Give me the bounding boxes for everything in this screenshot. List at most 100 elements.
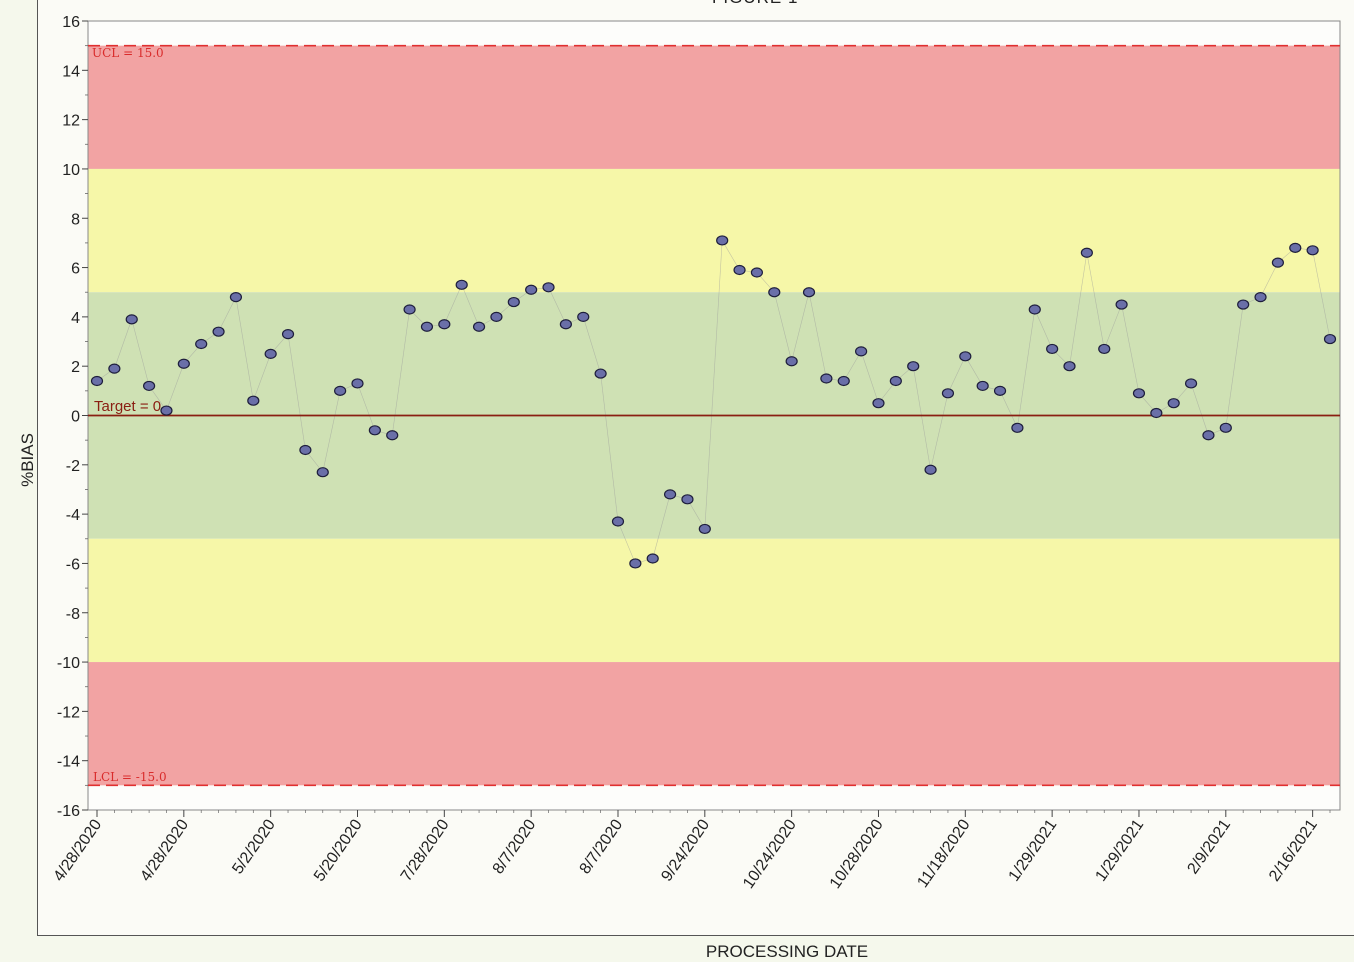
connector-segment: [773, 292, 792, 362]
data-point: [125, 314, 138, 325]
connector-segment: [617, 521, 636, 564]
data-point: [1237, 299, 1250, 310]
connector-segment: [218, 297, 237, 332]
data-point: [472, 321, 486, 332]
limit-lines: [88, 44, 1340, 787]
lcl-label: LCL = -15.0: [93, 770, 167, 784]
connector-segment: [791, 292, 810, 362]
data-point: [1011, 422, 1024, 433]
data-point: [802, 287, 816, 298]
connector-segment: [965, 356, 983, 387]
data-point: [160, 405, 173, 416]
connector-segment: [704, 240, 723, 529]
x-tick-label: 11/18/2020: [914, 816, 973, 890]
data-point: [368, 425, 381, 436]
connector-segment: [253, 353, 271, 401]
data-point: [907, 361, 920, 372]
data-point: [837, 375, 850, 387]
y-axis: 16 14 12 10 8 6 4 2 0 -2 -4 -6 -8 -10 -12 -14 -16: [57, 14, 88, 820]
x-axis: 4/28/2020 4/28/2020 5/2/2020 5/20/2020 7/28/…: [51, 810, 1331, 892]
data-point: [872, 398, 885, 409]
connector-segment: [1260, 262, 1279, 298]
connector-segment: [808, 292, 827, 379]
connector-segment: [166, 363, 185, 411]
connector-segment: [357, 383, 376, 431]
data-point: [455, 279, 468, 290]
data-point: [1098, 343, 1111, 355]
x-tick-label: 8/7/2020: [577, 816, 627, 877]
data-point: [663, 489, 677, 500]
connector-segment: [600, 373, 619, 522]
data-point: [768, 287, 781, 298]
connector-segment: [114, 319, 133, 369]
connector-segment: [1069, 252, 1088, 367]
data-point: [403, 304, 416, 315]
data-point: [750, 267, 764, 278]
target-label: Target = 0: [94, 398, 161, 415]
data-point: [1028, 304, 1041, 315]
data-point: [629, 558, 642, 569]
data-point: [1167, 398, 1180, 409]
connector-segment: [1312, 250, 1331, 340]
zone-band-1: [88, 168, 1340, 293]
y-tick-label: -12: [57, 704, 80, 721]
x-tick-label: 5/20/2020: [311, 816, 366, 884]
data-point: [229, 292, 243, 303]
y-axis-title: %BIAS: [18, 433, 37, 487]
data-point: [316, 467, 329, 478]
connector-segment: [461, 284, 480, 327]
data-point: [1080, 247, 1093, 258]
y-tick-label: 6: [71, 261, 80, 278]
data-point: [889, 375, 902, 387]
data-point: [386, 430, 399, 441]
connector-segment: [287, 334, 306, 451]
connector-segment: [930, 393, 949, 470]
connector-segment: [444, 284, 462, 325]
zone-band-4: [88, 662, 1340, 786]
x-tick-label: 10/24/2020: [740, 816, 800, 891]
chart-title-fragment: FIGURE 1: [712, 0, 798, 8]
x-tick-label: 2/16/2021: [1266, 816, 1321, 884]
data-point: [1115, 299, 1128, 310]
data-point: [351, 378, 364, 389]
data-point: [855, 346, 868, 357]
connector-segment: [131, 319, 150, 386]
data-point: [1254, 292, 1267, 303]
connector-segment: [1086, 252, 1105, 349]
data-point: [698, 523, 711, 535]
y-tick-label: -2: [66, 458, 80, 475]
connector-segment: [999, 390, 1018, 428]
data-point: [264, 348, 277, 359]
data-point: [90, 375, 104, 387]
data-point: [281, 329, 295, 340]
x-tick-label: 5/2/2020: [229, 816, 279, 877]
data-point: [1202, 430, 1215, 441]
data-point: [941, 388, 955, 399]
data-point: [993, 385, 1007, 396]
data-point: [976, 380, 989, 392]
y-tick-label: -4: [66, 507, 80, 524]
y-tick-label: -8: [66, 606, 80, 623]
connector-segment: [1190, 383, 1209, 436]
y-tick-label: -10: [57, 655, 80, 672]
connector-segment: [1121, 304, 1140, 394]
zone-band-0: [88, 45, 1340, 169]
data-point: [108, 363, 121, 374]
data-point: [924, 464, 937, 475]
data-point: [820, 373, 833, 384]
data-point: [1289, 242, 1302, 253]
data-point: [177, 358, 190, 369]
data-point: [733, 264, 746, 276]
connector-segment: [582, 316, 601, 374]
data-point: [1046, 343, 1059, 355]
y-tick-label: 12: [62, 113, 80, 130]
connector-segment: [548, 287, 567, 325]
connector-segment: [1225, 304, 1244, 428]
x-tick-label: 1/29/2021: [1092, 816, 1147, 884]
connector-segment: [322, 390, 341, 473]
data-point: [525, 284, 538, 295]
data-point: [542, 282, 555, 293]
connector-segment: [652, 494, 671, 559]
y-tick-label: -6: [66, 556, 80, 573]
